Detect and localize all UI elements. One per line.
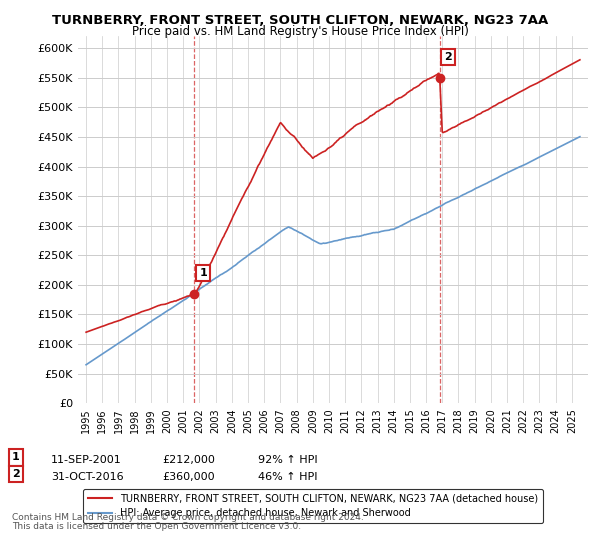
Text: 46% ↑ HPI: 46% ↑ HPI xyxy=(258,472,317,482)
Text: 1: 1 xyxy=(199,268,207,278)
Text: Price paid vs. HM Land Registry's House Price Index (HPI): Price paid vs. HM Land Registry's House … xyxy=(131,25,469,38)
Text: 92% ↑ HPI: 92% ↑ HPI xyxy=(258,455,317,465)
Text: 1: 1 xyxy=(12,452,20,463)
Text: £360,000: £360,000 xyxy=(162,472,215,482)
Legend: TURNBERRY, FRONT STREET, SOUTH CLIFTON, NEWARK, NG23 7AA (detached house), HPI: : TURNBERRY, FRONT STREET, SOUTH CLIFTON, … xyxy=(83,489,543,524)
Text: 2: 2 xyxy=(445,52,452,62)
Text: 2: 2 xyxy=(12,469,20,479)
Text: 11-SEP-2001: 11-SEP-2001 xyxy=(51,455,122,465)
Text: £212,000: £212,000 xyxy=(162,455,215,465)
Text: This data is licensed under the Open Government Licence v3.0.: This data is licensed under the Open Gov… xyxy=(12,522,301,531)
Text: Contains HM Land Registry data © Crown copyright and database right 2024.: Contains HM Land Registry data © Crown c… xyxy=(12,513,364,522)
Text: 31-OCT-2016: 31-OCT-2016 xyxy=(51,472,124,482)
Text: TURNBERRY, FRONT STREET, SOUTH CLIFTON, NEWARK, NG23 7AA: TURNBERRY, FRONT STREET, SOUTH CLIFTON, … xyxy=(52,14,548,27)
